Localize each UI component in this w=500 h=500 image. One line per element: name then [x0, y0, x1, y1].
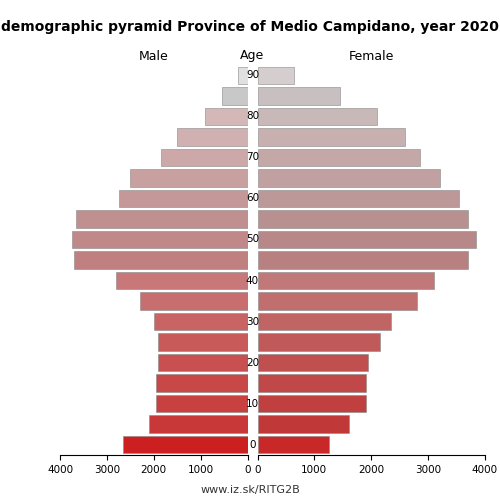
- Text: 0: 0: [249, 440, 256, 450]
- Bar: [238, 66, 248, 84]
- Bar: [158, 354, 248, 372]
- Text: 30: 30: [246, 316, 259, 326]
- Bar: [140, 292, 248, 310]
- Bar: [258, 334, 380, 351]
- Bar: [154, 313, 248, 330]
- Bar: [156, 374, 248, 392]
- Bar: [258, 148, 420, 166]
- Bar: [258, 231, 476, 248]
- Bar: [124, 436, 248, 454]
- Text: demographic pyramid Province of Medio Campidano, year 2020: demographic pyramid Province of Medio Ca…: [1, 20, 499, 34]
- Text: 90: 90: [246, 70, 259, 81]
- Bar: [156, 395, 248, 412]
- Text: 20: 20: [246, 358, 259, 368]
- Bar: [258, 436, 328, 454]
- Text: 40: 40: [246, 276, 259, 285]
- Bar: [258, 210, 468, 228]
- Bar: [258, 395, 366, 412]
- Bar: [177, 128, 248, 146]
- Bar: [258, 374, 366, 392]
- Bar: [258, 416, 348, 433]
- Bar: [158, 334, 248, 351]
- Text: 10: 10: [246, 398, 259, 408]
- Bar: [74, 252, 248, 268]
- Bar: [258, 128, 406, 146]
- Text: 60: 60: [246, 194, 259, 203]
- Text: 80: 80: [246, 112, 259, 122]
- Bar: [118, 190, 248, 207]
- Text: www.iz.sk/RITG2B: www.iz.sk/RITG2B: [200, 485, 300, 495]
- Text: 70: 70: [246, 152, 259, 162]
- Bar: [161, 148, 248, 166]
- Text: 50: 50: [246, 234, 259, 244]
- Bar: [222, 87, 248, 104]
- Bar: [206, 108, 248, 125]
- Bar: [258, 190, 460, 207]
- Bar: [258, 66, 294, 84]
- Bar: [76, 210, 247, 228]
- Bar: [258, 292, 417, 310]
- Bar: [258, 169, 440, 186]
- Bar: [72, 231, 248, 248]
- Bar: [258, 272, 434, 289]
- Bar: [258, 108, 377, 125]
- Text: Female: Female: [348, 50, 394, 62]
- Bar: [258, 354, 368, 372]
- Bar: [116, 272, 248, 289]
- Bar: [149, 416, 248, 433]
- Bar: [258, 252, 468, 268]
- Bar: [258, 313, 391, 330]
- Text: Male: Male: [139, 50, 168, 62]
- Bar: [130, 169, 248, 186]
- Text: Age: Age: [240, 50, 264, 62]
- Bar: [258, 87, 340, 104]
